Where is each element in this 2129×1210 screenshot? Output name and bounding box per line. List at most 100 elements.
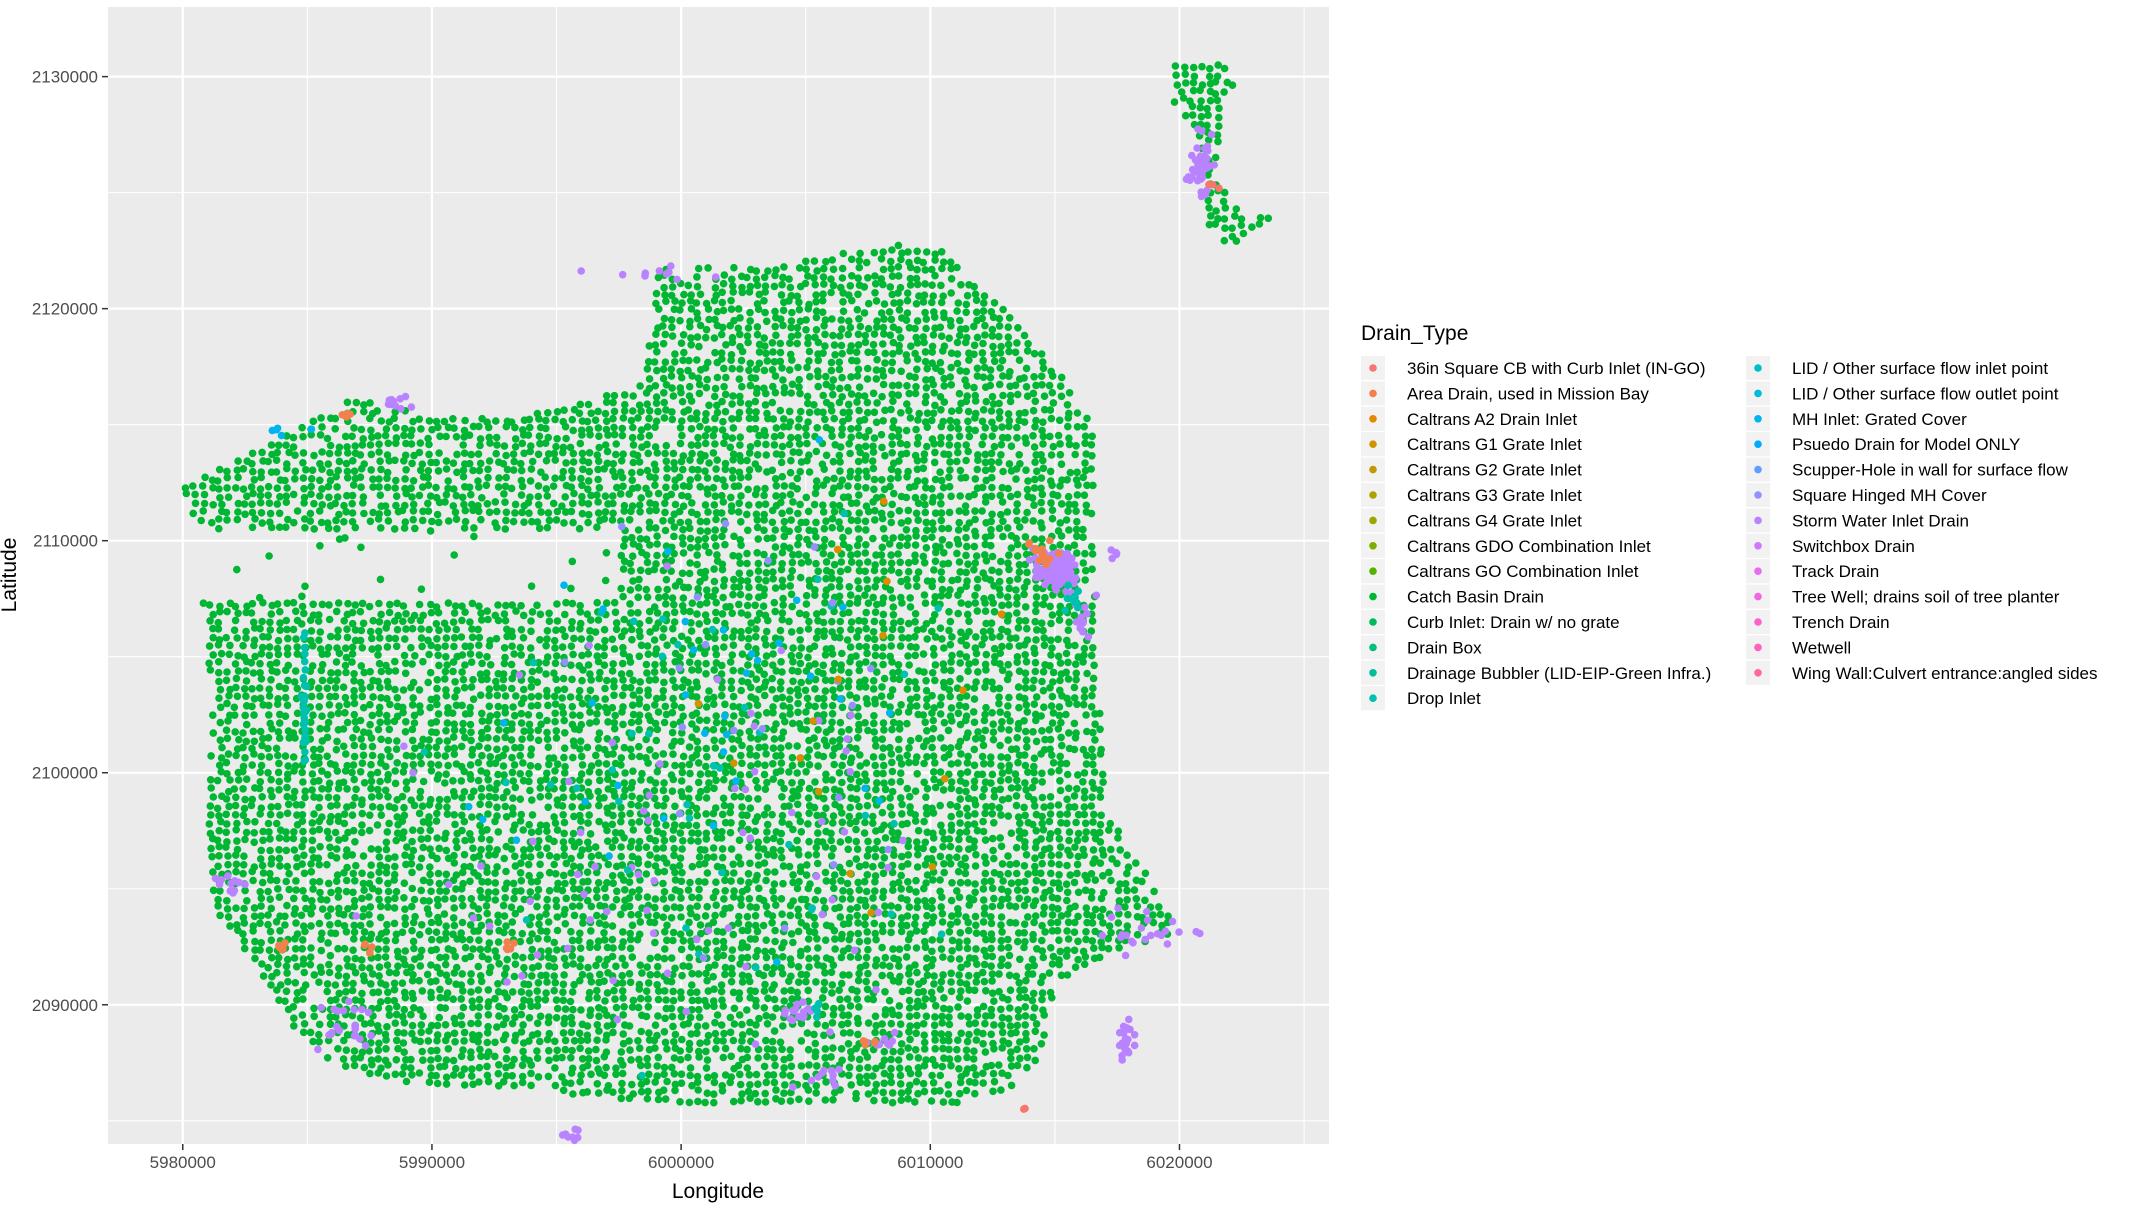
data-point [695,794,703,802]
data-point [492,794,500,802]
data-point [844,566,852,574]
data-point [1020,804,1028,812]
data-point [948,704,956,712]
data-point [407,432,415,440]
data-point [839,298,847,306]
data-point [920,553,928,561]
data-point [350,481,358,489]
data-point [907,603,915,611]
data-point [1066,441,1074,449]
data-point [996,708,1004,716]
data-point [368,451,376,459]
data-point [788,603,796,611]
data-point [954,576,962,584]
data-point [1046,382,1054,390]
data-point [577,817,585,825]
data-point [990,736,998,744]
data-point [595,675,603,683]
data-point [914,339,922,347]
data-point [611,725,619,733]
data-point [710,700,718,708]
data-point [209,711,217,719]
data-point [223,608,231,616]
data-point [595,424,603,432]
data-point [452,626,460,634]
data-point [1056,811,1064,819]
data-point [856,667,864,675]
data-point [872,644,880,652]
data-point [819,608,827,616]
data-point [284,762,292,770]
data-point [862,609,870,617]
data-point [586,635,594,643]
data-point [417,625,425,633]
data-point [678,374,686,382]
data-point [593,599,601,607]
data-point [301,583,309,591]
data-point [779,601,787,609]
data-point [987,366,995,374]
data-point [224,735,232,743]
data-point [745,635,753,643]
data-point [736,365,744,373]
data-point [703,753,711,761]
data-point [215,669,223,677]
data-point [298,620,306,628]
data-point [394,626,402,634]
data-point [592,416,600,424]
data-point [718,737,726,745]
data-point [235,776,243,784]
data-point [595,802,603,810]
data-point [889,768,897,776]
data-point [703,717,711,725]
data-point [923,443,931,451]
data-point [855,331,863,339]
data-point [897,642,905,650]
data-point [526,721,534,729]
data-point [1050,399,1058,407]
data-point [444,737,452,745]
data-point [569,427,577,435]
data-point [862,625,870,633]
data-point [912,532,920,540]
data-point [326,818,334,826]
data-point [477,516,485,524]
data-point [529,458,537,466]
data-point [836,593,844,601]
data-point [1047,793,1055,801]
data-point [275,778,283,786]
data-point [998,718,1006,726]
data-point [873,356,881,364]
data-point [378,811,386,819]
data-point [445,517,453,525]
data-point [275,728,283,736]
data-point [636,633,644,641]
data-point [292,720,300,728]
data-point [922,358,930,366]
data-point [251,476,259,484]
data-point [223,700,231,708]
data-point [812,490,820,498]
data-point [399,709,407,717]
data-point [1047,406,1055,414]
data-point [654,726,662,734]
data-point [686,761,694,769]
data-point [763,652,771,660]
data-point [637,433,645,441]
data-point [988,678,996,686]
data-point [407,644,415,652]
data-point [602,410,610,418]
data-point [822,258,830,266]
data-point [911,325,919,333]
data-point [528,683,536,691]
data-point [467,650,475,658]
data-point [487,661,495,669]
data-point [693,738,701,746]
data-point [468,658,476,666]
data-point [1029,784,1037,792]
data-point [989,771,997,779]
data-point [558,703,566,711]
data-point [956,332,964,340]
data-point [965,356,973,364]
data-point [828,367,836,375]
